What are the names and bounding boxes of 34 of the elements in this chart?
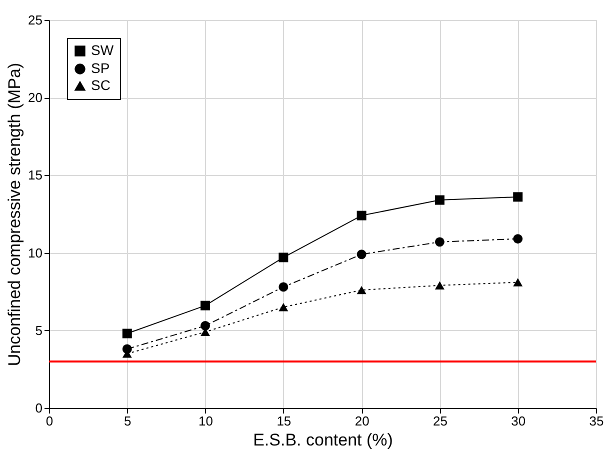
point [200, 300, 210, 310]
point [278, 303, 288, 312]
legend-label: SP [91, 60, 110, 76]
point [434, 281, 444, 290]
point [513, 192, 523, 202]
point [278, 252, 288, 262]
y-tick-label: 20 [28, 90, 42, 106]
y-axis-title: Unconfined compressive strength (MPa) [5, 62, 24, 366]
point [513, 234, 523, 244]
point [122, 328, 132, 338]
y-tick-label: 15 [28, 168, 42, 183]
legend-label: SC [91, 77, 110, 93]
x-tick-label: 25 [432, 414, 448, 428]
y-tick-label: 5 [35, 322, 42, 338]
y-tick-label: 10 [28, 245, 42, 260]
x-tick-label: 0 [46, 414, 54, 428]
x-axis-title: E.S.B. content (%) [253, 430, 393, 450]
point [200, 321, 210, 330]
point [356, 286, 366, 294]
point [356, 210, 366, 220]
point [434, 195, 444, 205]
point [356, 250, 366, 260]
legend-label: SW [91, 42, 114, 58]
x-tick-label: 20 [354, 414, 370, 428]
point [434, 237, 444, 247]
x-tick-label: 10 [198, 414, 214, 428]
point [513, 278, 523, 286]
point [278, 282, 288, 292]
x-tick-label: 15 [276, 414, 292, 428]
x-tick-label: 35 [589, 414, 604, 428]
y-tick-label: 25 [28, 12, 42, 28]
x-tick-label: 5 [124, 414, 132, 428]
x-tick-label: 30 [511, 414, 526, 428]
y-tick-label: 0 [35, 400, 42, 416]
